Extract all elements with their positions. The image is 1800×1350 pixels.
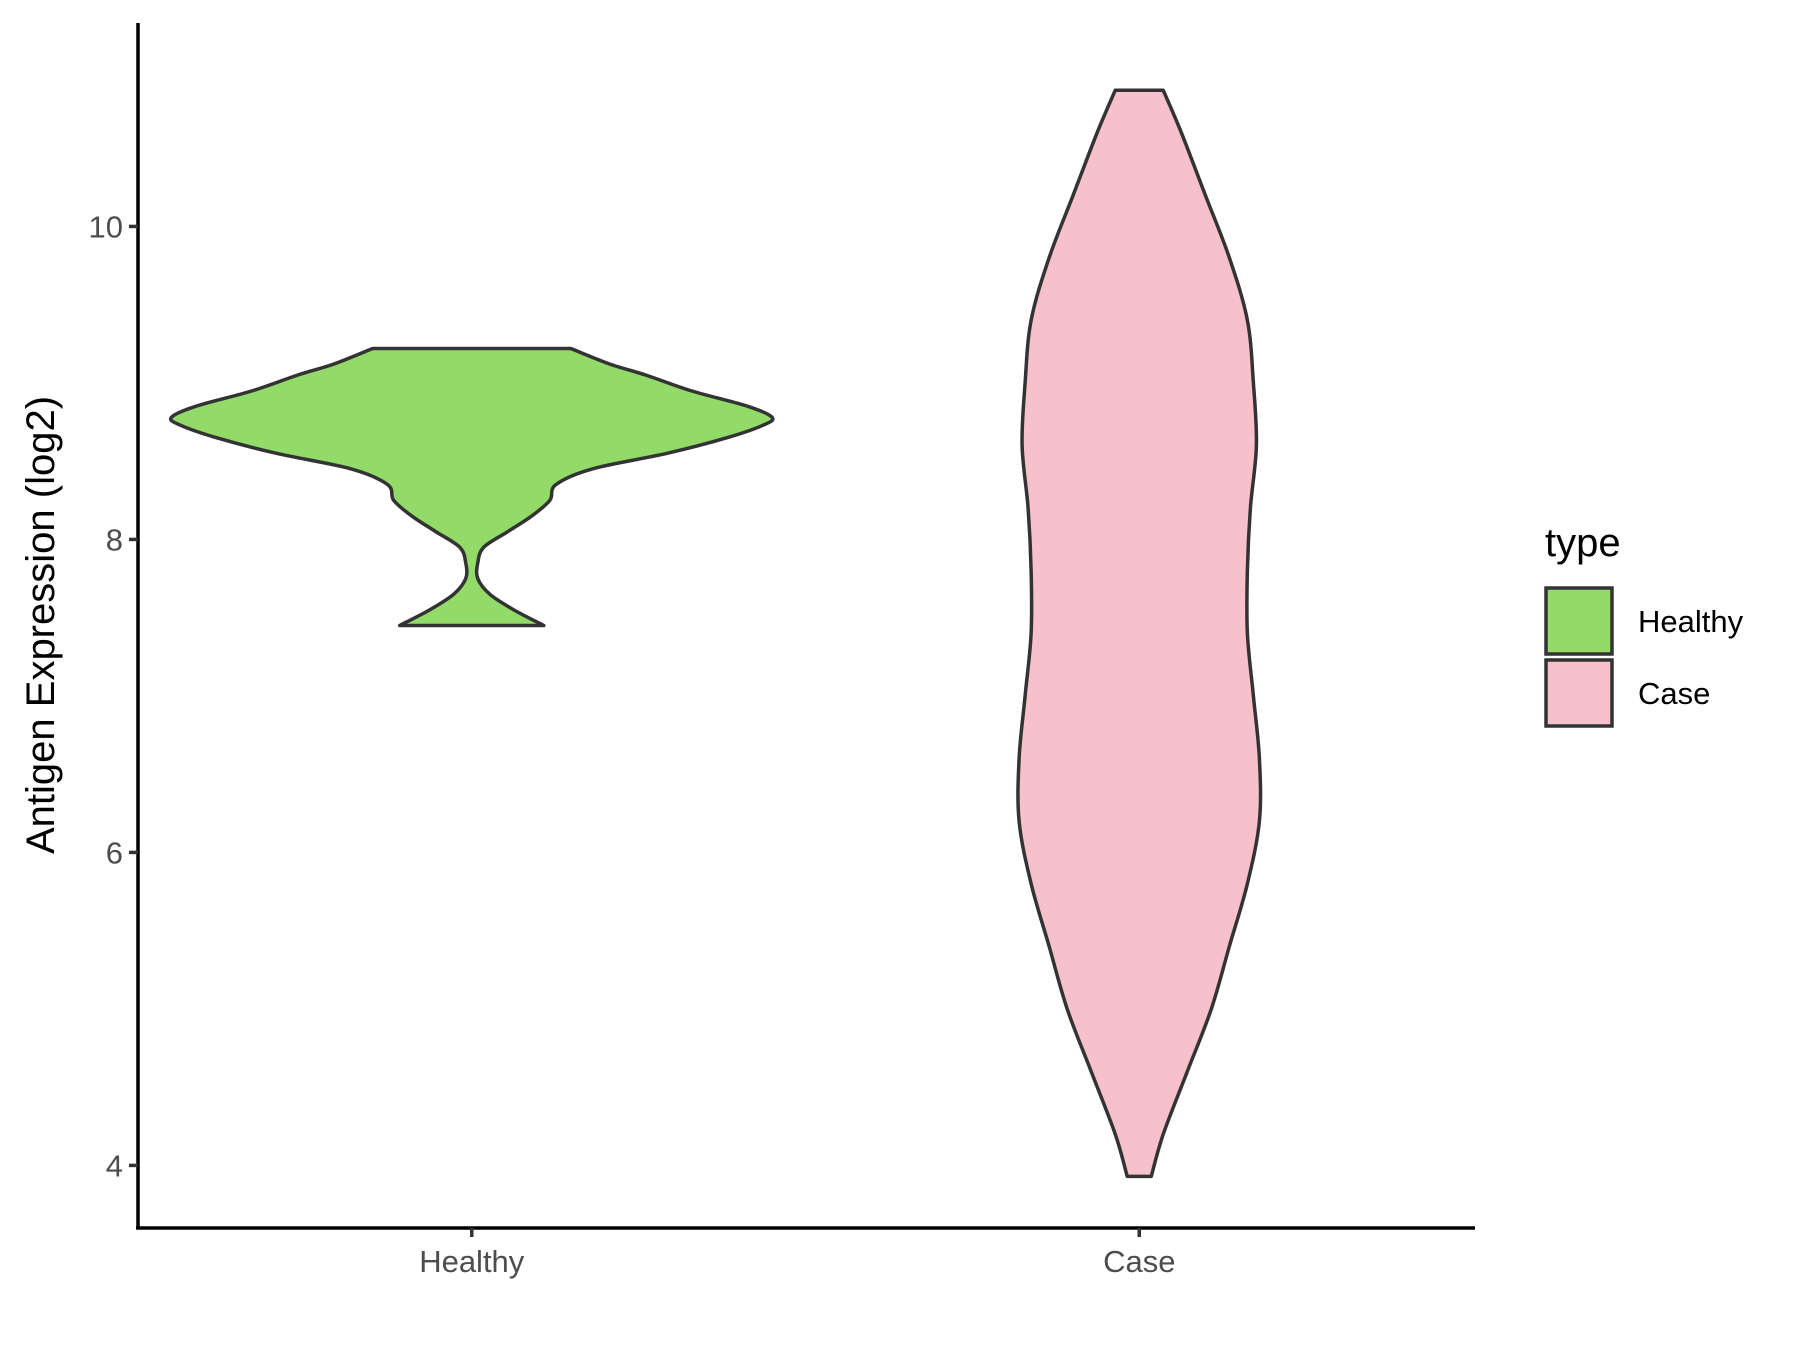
- x-tick-label: Healthy: [419, 1244, 525, 1279]
- y-tick-label: 6: [106, 835, 123, 870]
- violin-group: [168, 88, 1263, 1179]
- y-tick-label: 4: [106, 1148, 123, 1183]
- y-axis-ticks: 4 6 8 10: [89, 209, 138, 1183]
- legend: type Healthy Case: [1544, 521, 1744, 728]
- legend-label-healthy: Healthy: [1638, 604, 1744, 639]
- x-tick-label: Case: [1103, 1244, 1175, 1279]
- y-tick-label: 8: [106, 522, 123, 557]
- violin-healthy: [168, 346, 775, 628]
- violin-case: [1016, 88, 1263, 1179]
- y-tick-label: 10: [89, 209, 123, 244]
- y-axis-title: Antigen Expression (log2): [19, 396, 63, 854]
- legend-title: type: [1545, 521, 1621, 565]
- legend-swatch-healthy: [1544, 586, 1614, 656]
- legend-entries: Healthy Case: [1544, 586, 1744, 728]
- legend-label-case: Case: [1638, 676, 1710, 711]
- x-axis-ticks: Healthy Case: [419, 1228, 1175, 1279]
- legend-swatch-case: [1544, 658, 1614, 728]
